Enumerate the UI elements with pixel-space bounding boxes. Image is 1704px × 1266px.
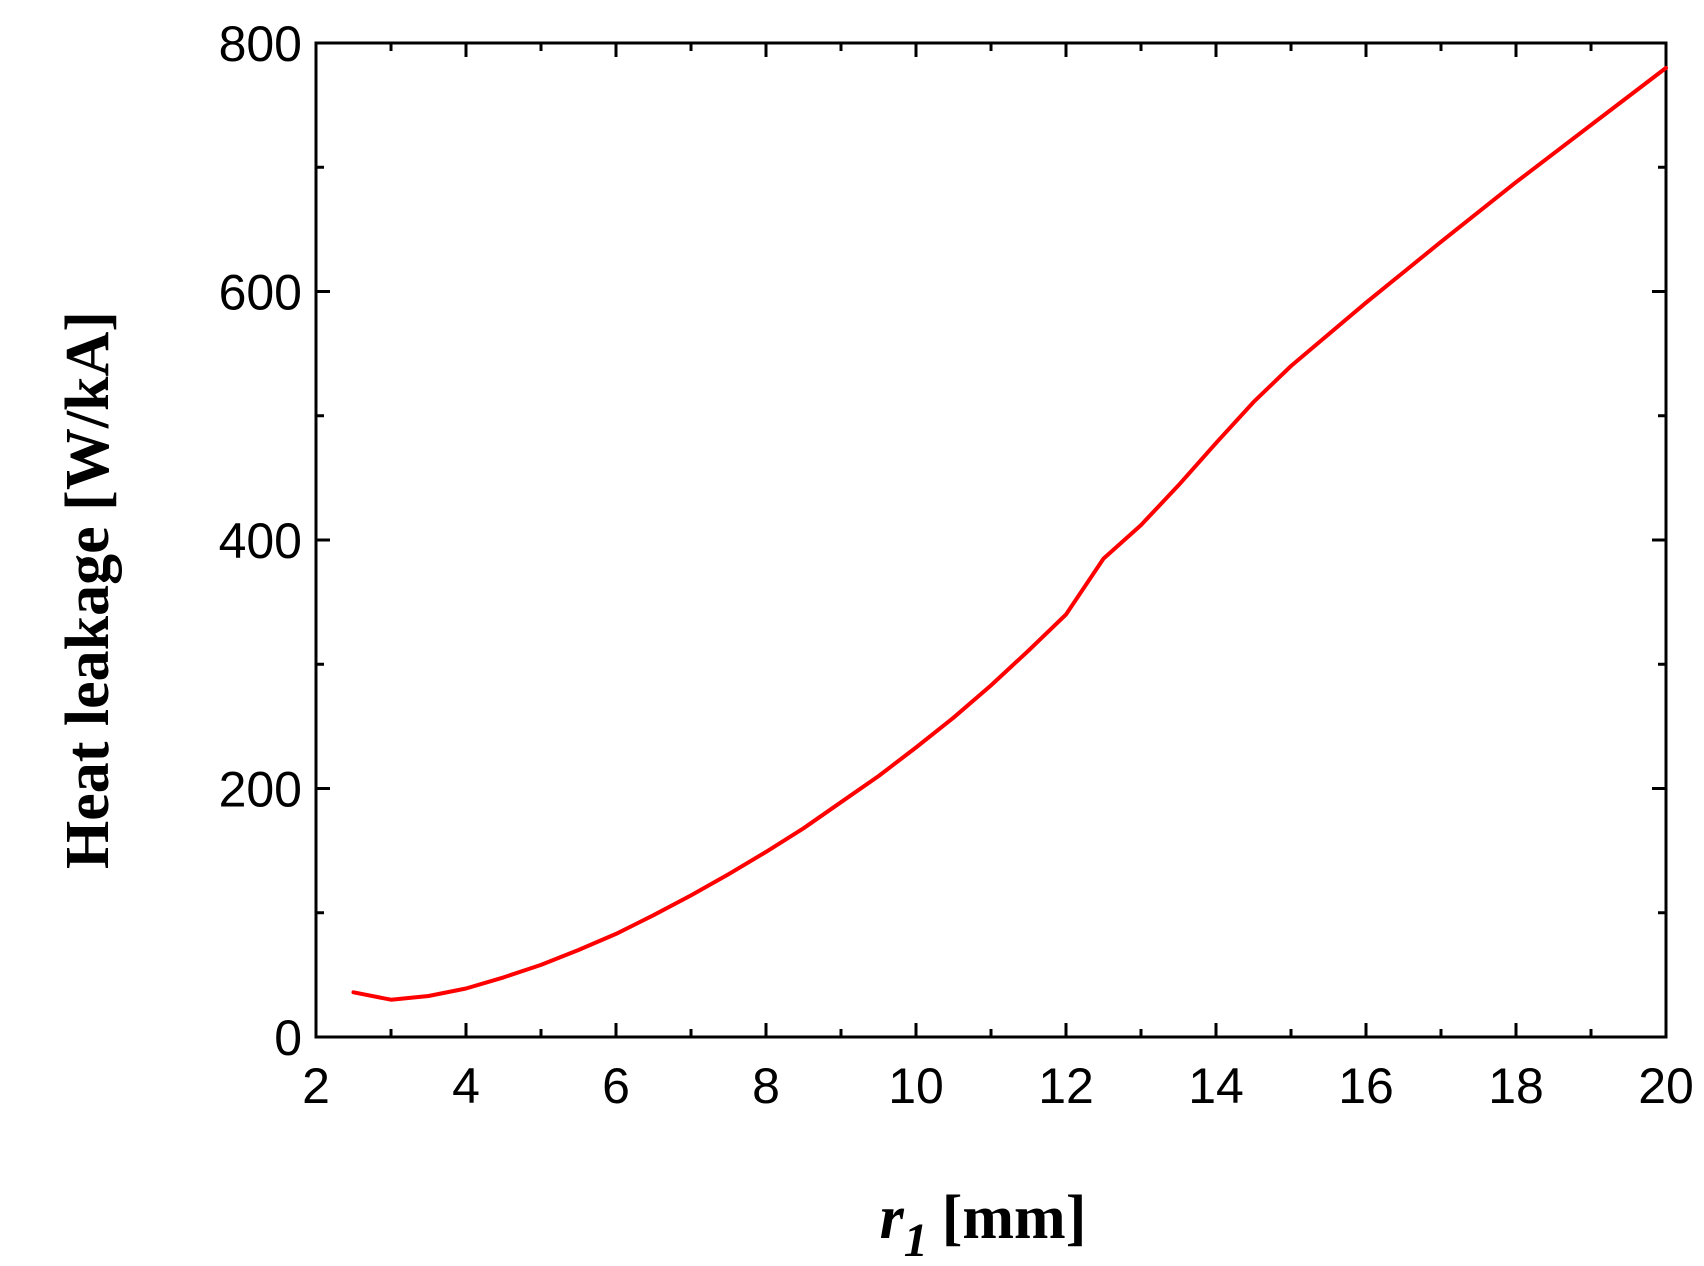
y-tick-label: 800 — [219, 16, 302, 72]
x-tick-label: 18 — [1488, 1058, 1544, 1114]
y-tick-label: 600 — [219, 265, 302, 321]
x-tick-label: 8 — [752, 1058, 780, 1114]
x-tick-label: 4 — [452, 1058, 480, 1114]
x-axis-subscript: 1 — [904, 1214, 928, 1266]
y-tick-label: 200 — [219, 762, 302, 818]
series-line — [351, 65, 1668, 1002]
y-tick-label: 0 — [274, 1010, 302, 1066]
x-tick-label: 20 — [1638, 1058, 1694, 1114]
x-tick-label: 6 — [602, 1058, 630, 1114]
x-axis-unit: [mm] — [942, 1184, 1087, 1252]
plot-frame — [314, 41, 1668, 1039]
x-tick-label: 2 — [302, 1058, 330, 1114]
x-axis-title: r1 [mm] — [880, 1184, 1087, 1266]
x-axis-variable: r — [880, 1184, 905, 1252]
x-tick-label: 10 — [888, 1058, 944, 1114]
y-axis-title: Heat leakage [W/kA] — [54, 311, 122, 869]
x-tick-label: 12 — [1038, 1058, 1094, 1114]
x-tick-label: 14 — [1188, 1058, 1244, 1114]
axis-ticks — [314, 41, 1668, 1039]
y-tick-label: 400 — [219, 513, 302, 569]
x-tick-label: 16 — [1338, 1058, 1394, 1114]
